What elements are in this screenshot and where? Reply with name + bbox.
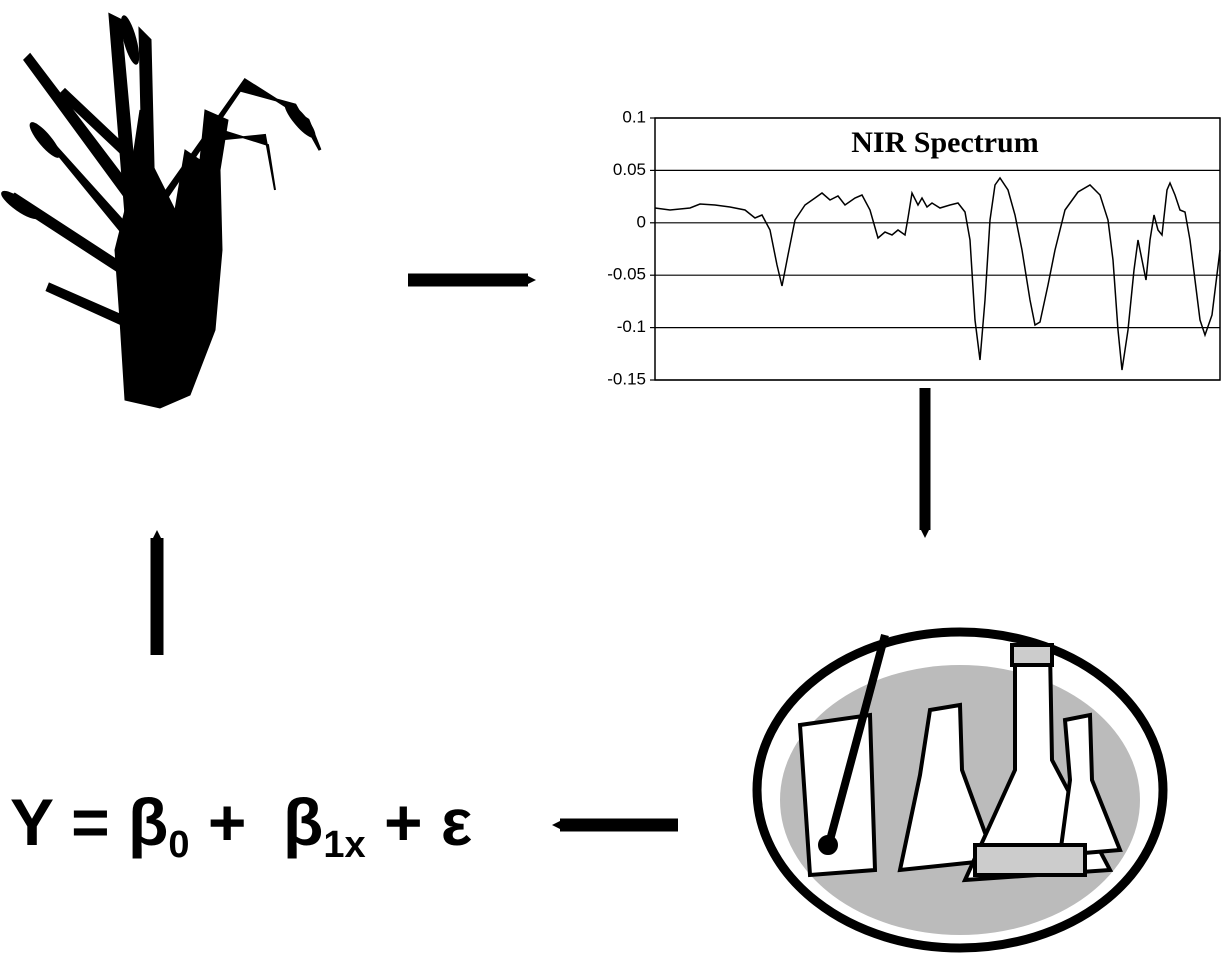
y-tick-label: 0.05 <box>613 160 646 179</box>
spectrum-curve <box>654 176 1221 371</box>
y-tick-label: 0 <box>637 212 646 231</box>
formula: Y = β0 + β1x + ε <box>10 785 472 866</box>
formula-subscript: 1x <box>323 824 365 866</box>
lab-icon <box>752 627 1168 953</box>
formula-part: + β <box>189 785 323 859</box>
formula-part: Y = β <box>10 785 168 859</box>
spectrum-chart: -0.15 -0.1 -0.05 0 0.05 0.1 NIR Spectrum <box>607 107 1221 388</box>
formula-subscript: 0 <box>168 824 189 866</box>
plot-frame <box>654 117 1221 381</box>
plant-icon <box>1 12 322 409</box>
y-tick-label: -0.1 <box>617 317 646 336</box>
formula-part: + ε <box>366 785 473 859</box>
y-tick-label: -0.05 <box>607 265 646 284</box>
y-tick-label: 0.1 <box>622 107 646 126</box>
chart-title: NIR Spectrum <box>851 126 1039 159</box>
y-tick-label: -0.15 <box>607 369 646 388</box>
